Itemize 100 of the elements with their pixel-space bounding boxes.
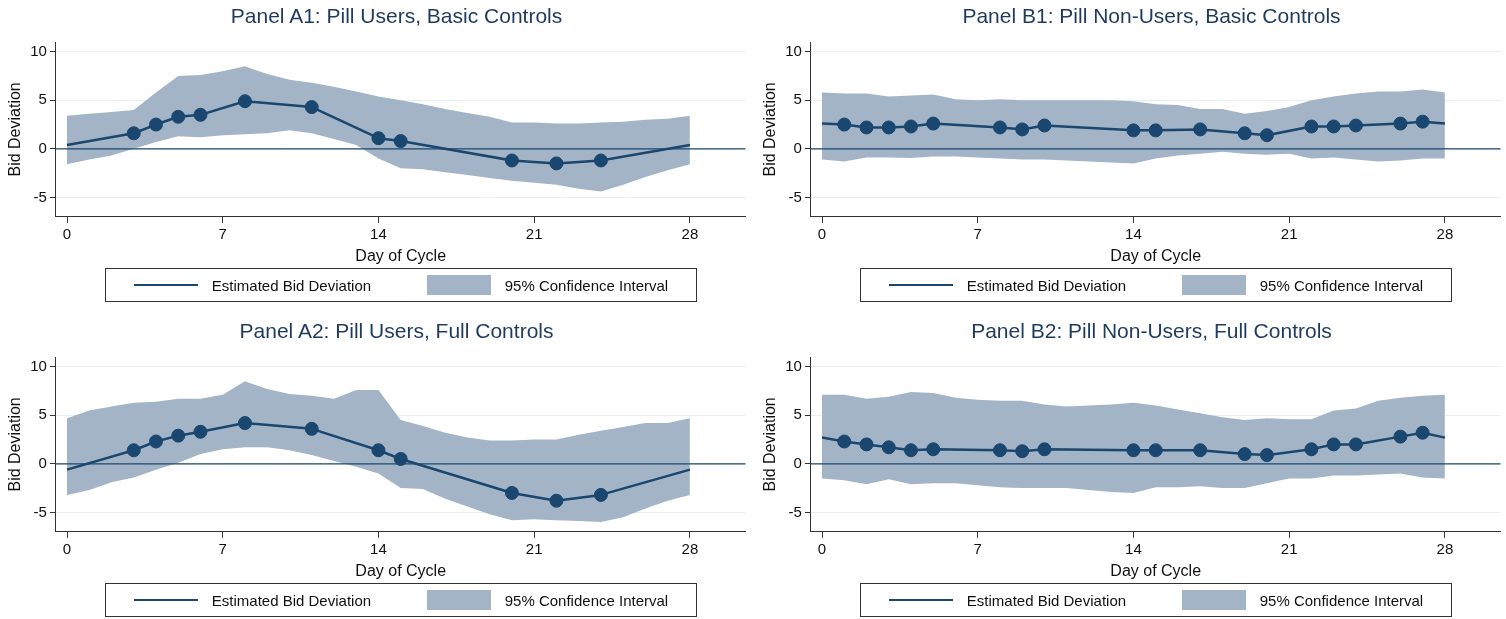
point [148,117,163,132]
x-axis-title: Day of Cycle [355,561,447,579]
x-axis-title: Day of Cycle [355,246,447,264]
point [1415,425,1430,440]
legend-label: 95% Confidence Interval [1259,591,1424,609]
x-tick-label: 7 [973,224,982,242]
point [1237,447,1252,462]
point [1193,443,1208,458]
chart-title: Panel B2: Pill Non-Users, Full Controls [970,319,1333,343]
point [549,493,564,508]
legend-label: 95% Confidence Interval [504,591,669,609]
y-tick-label: 10 [785,41,802,59]
point [1326,437,1341,452]
point [593,487,608,502]
y-tick-label: 5 [793,405,802,423]
point [504,153,519,168]
point [1415,114,1430,129]
y-tick-label: 0 [793,453,802,471]
x-tick-label: 0 [62,224,72,242]
point [1037,118,1052,133]
x-axis-title: Day of Cycle [1110,561,1202,579]
legend-label: Estimated Bid Deviation [211,276,372,294]
point [1304,119,1319,134]
legend-label: Estimated Bid Deviation [211,591,372,609]
point [837,117,852,132]
y-tick-label: -5 [33,502,47,520]
point [1326,119,1341,134]
y-tick-label: 10 [785,356,802,374]
x-tick-label: 21 [525,539,543,557]
x-tick-label: 14 [370,224,387,242]
legend-label: 95% Confidence Interval [1259,276,1424,294]
chart-title: Panel A1: Pill Users, Basic Controls [229,4,564,28]
x-tick-label: 0 [62,539,72,557]
point [903,119,918,134]
point [371,443,386,458]
point [926,116,941,131]
point [1126,443,1141,458]
point [1348,437,1363,452]
point [1193,122,1208,137]
legend-label: Estimated Bid Deviation [966,591,1127,609]
y-tick-label: 5 [38,405,47,423]
y-axis-title: Bid Deviation [6,397,24,492]
y-tick-label: 0 [38,453,47,471]
point [859,437,874,452]
point [926,442,941,457]
point [1393,429,1408,444]
point [237,94,252,109]
point [549,156,564,171]
point [1348,118,1363,133]
point [304,421,319,436]
chart-title: Panel B1: Pill Non-Users, Basic Controls [961,4,1342,28]
x-tick-label: 28 [681,224,699,242]
point [1148,123,1163,138]
x-tick-label: 14 [1125,539,1142,557]
chart-title: Panel A2: Pill Users, Full Controls [238,319,555,343]
point [1304,442,1319,457]
y-axis-title: Bid Deviation [6,82,24,177]
y-tick-label: 5 [38,90,47,108]
point [171,428,186,443]
x-tick-label: 21 [1280,224,1298,242]
x-tick-label: 7 [973,539,982,557]
point [304,100,319,115]
y-tick-label: -5 [788,187,802,205]
x-tick-label: 14 [370,539,387,557]
point [148,434,163,449]
point [126,443,141,458]
point [193,107,208,122]
point [903,443,918,458]
point [237,416,252,431]
x-tick-label: 7 [218,539,227,557]
point [193,424,208,439]
point [593,153,608,168]
point [1237,126,1252,141]
point [881,120,896,135]
x-tick-label: 28 [681,539,699,557]
point [1148,443,1163,458]
x-tick-label: 0 [817,224,827,242]
y-tick-label: 10 [30,356,47,374]
legend-label: Estimated Bid Deviation [966,276,1127,294]
y-axis-title: Bid Deviation [761,82,779,177]
x-tick-label: 7 [218,224,227,242]
x-tick-label: 14 [1125,224,1142,242]
y-tick-label: 10 [30,41,47,59]
x-tick-label: 0 [817,539,827,557]
point [371,131,386,146]
point [393,134,408,149]
point [837,434,852,449]
y-axis-title: Bid Deviation [761,397,779,492]
y-tick-label: -5 [788,502,802,520]
point [1259,448,1274,463]
y-tick-label: -5 [33,187,47,205]
point [1393,116,1408,131]
point [126,126,141,141]
x-tick-label: 28 [1436,224,1454,242]
point [1259,128,1274,143]
point [992,443,1007,458]
point [992,120,1007,135]
x-tick-label: 28 [1436,539,1454,557]
point [1015,444,1030,459]
x-tick-label: 21 [525,224,543,242]
